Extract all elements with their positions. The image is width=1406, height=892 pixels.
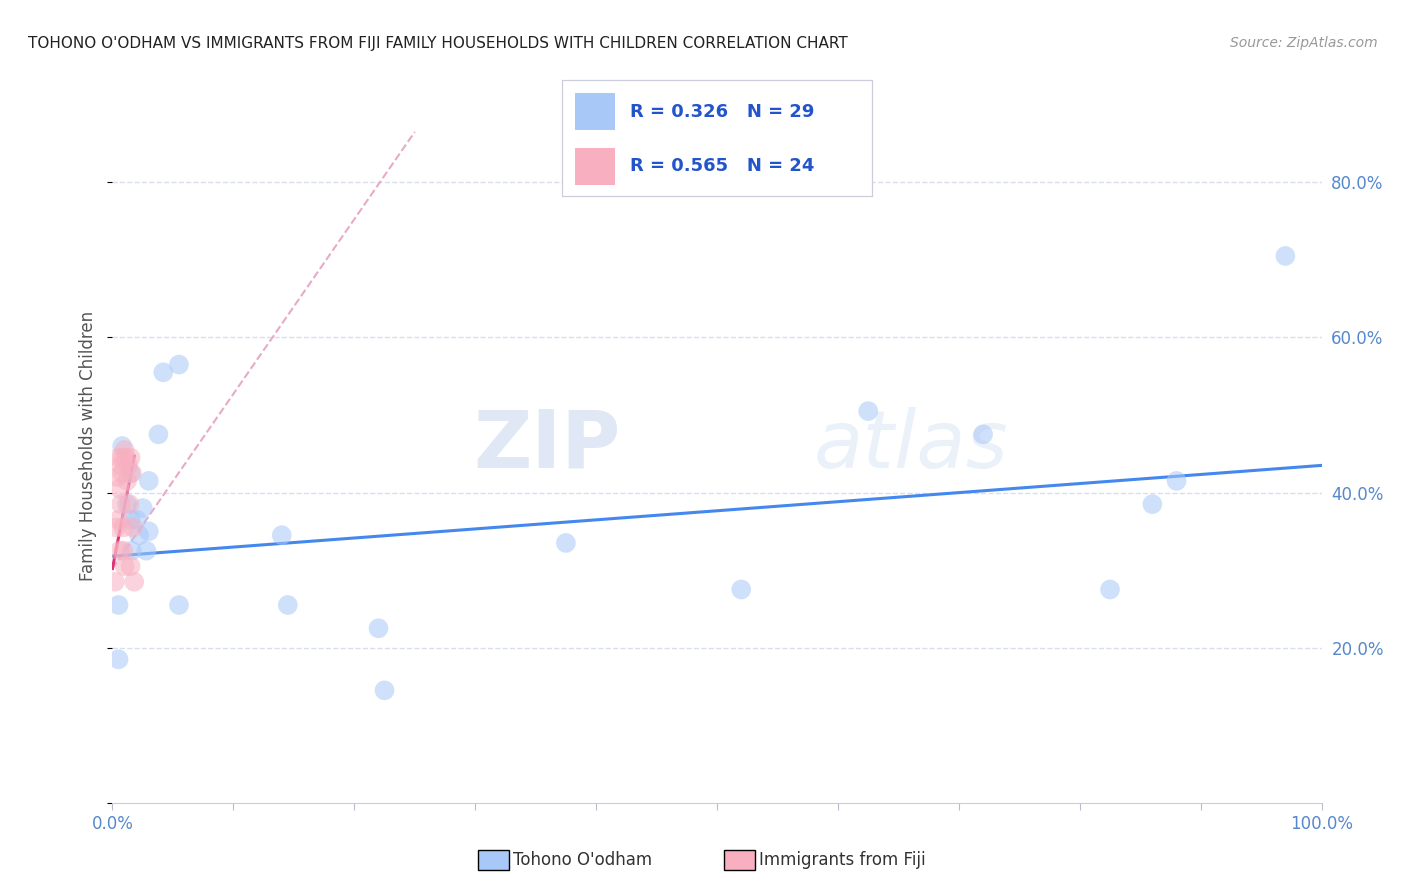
Point — [277, 598, 299, 612]
Text: TOHONO O'ODHAM VS IMMIGRANTS FROM FIJI FAMILY HOUSEHOLDS WITH CHILDREN CORRELATI: TOHONO O'ODHAM VS IMMIGRANTS FROM FIJI F… — [28, 36, 848, 51]
Point — [114, 559, 136, 574]
Point — [120, 466, 142, 480]
Point — [730, 582, 752, 597]
Point — [112, 543, 135, 558]
Point — [108, 543, 131, 558]
Point — [110, 458, 132, 473]
Point — [115, 497, 138, 511]
Point — [148, 427, 170, 442]
Point — [110, 497, 132, 511]
Point — [121, 466, 143, 480]
Point — [107, 450, 129, 465]
Point — [118, 497, 141, 511]
Text: R = 0.326   N = 29: R = 0.326 N = 29 — [630, 103, 815, 120]
Point — [114, 450, 136, 465]
Point — [972, 427, 994, 442]
Text: atlas: atlas — [814, 407, 1008, 485]
Text: Tohono O'odham: Tohono O'odham — [513, 851, 652, 869]
Point — [108, 482, 131, 496]
Point — [367, 621, 389, 635]
Text: R = 0.565   N = 24: R = 0.565 N = 24 — [630, 157, 815, 175]
Text: ZIP: ZIP — [472, 407, 620, 485]
Bar — [575, 147, 614, 185]
Point — [374, 683, 396, 698]
Point — [111, 450, 134, 465]
Point — [138, 474, 160, 488]
Point — [132, 501, 155, 516]
Point — [122, 574, 145, 589]
Bar — [575, 93, 614, 130]
Y-axis label: Family Households with Children: Family Households with Children — [79, 311, 97, 581]
Point — [117, 458, 139, 473]
Point — [120, 450, 142, 465]
Point — [1098, 582, 1121, 597]
Point — [115, 474, 138, 488]
Point — [105, 470, 128, 484]
Point — [138, 524, 160, 539]
Text: Immigrants from Fiji: Immigrants from Fiji — [759, 851, 927, 869]
Point — [121, 543, 143, 558]
Point — [111, 466, 134, 480]
Point — [111, 439, 134, 453]
Point — [1166, 474, 1188, 488]
Point — [554, 536, 576, 550]
Point — [152, 365, 174, 379]
Text: Source: ZipAtlas.com: Source: ZipAtlas.com — [1230, 36, 1378, 50]
Point — [1274, 249, 1296, 263]
Point — [104, 574, 127, 589]
Point — [120, 559, 142, 574]
Point — [856, 404, 880, 418]
Point — [122, 520, 145, 534]
Point — [112, 520, 135, 534]
Point — [105, 520, 128, 534]
Point — [125, 513, 148, 527]
Point — [135, 543, 157, 558]
Point — [270, 528, 292, 542]
Point — [120, 513, 142, 527]
Point — [128, 528, 150, 542]
Point — [114, 442, 136, 457]
Point — [167, 598, 190, 612]
Point — [167, 358, 190, 372]
Point — [1142, 497, 1164, 511]
Point — [107, 652, 129, 666]
Point — [107, 598, 129, 612]
Point — [107, 513, 129, 527]
